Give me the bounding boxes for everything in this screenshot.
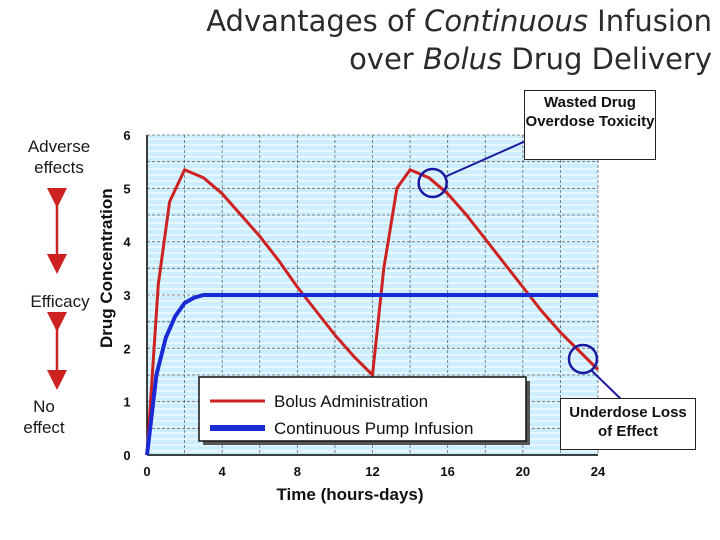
overdose-pointer xyxy=(444,139,529,178)
y-tick-label: 5 xyxy=(123,181,130,196)
x-tick-label: 8 xyxy=(294,464,301,479)
series-line-continuous xyxy=(145,293,598,456)
y-tick-label: 4 xyxy=(123,235,131,250)
chart-title: Advantages of Continuous Infusion over B… xyxy=(206,2,712,78)
y-tick-label: 3 xyxy=(123,288,130,303)
efficacy-label: Efficacy xyxy=(30,292,90,311)
underdose-pointer xyxy=(590,369,625,403)
y-axis-title: Drug Concentration xyxy=(97,188,116,348)
x-tick-label: 4 xyxy=(219,464,227,479)
overdose-annotation: Wasted Drug Overdose Toxicity xyxy=(524,90,656,160)
x-tick-label: 20 xyxy=(516,464,530,479)
series-lines xyxy=(145,168,600,456)
y-tick-label: 2 xyxy=(123,341,130,356)
y-tick-labels: 0 1 2 3 4 5 6 xyxy=(123,128,131,463)
title-line-2: over Bolus Drug Delivery xyxy=(349,42,712,76)
x-tick-label: 0 xyxy=(143,464,150,479)
x-tick-label: 12 xyxy=(365,464,379,479)
legend: Bolus Administration Continuous Pump Infu… xyxy=(198,376,530,445)
y-tick-label: 6 xyxy=(123,128,130,143)
legend-label-continuous: Continuous Pump Infusion xyxy=(274,419,473,438)
title-line-1: Advantages of Continuous Infusion xyxy=(206,4,712,38)
x-tick-labels: 0 4 8 12 16 20 24 xyxy=(143,464,606,479)
series-line-bolus xyxy=(145,168,600,456)
y-tick-label: 1 xyxy=(123,395,130,410)
underdose-circle xyxy=(567,343,599,375)
overdose-circle xyxy=(417,167,448,199)
x-tick-label: 24 xyxy=(591,464,606,479)
axes xyxy=(146,135,598,456)
x-tick-label: 16 xyxy=(440,464,454,479)
no-effect-label: No effect xyxy=(23,397,65,437)
legend-label-bolus: Bolus Administration xyxy=(274,392,428,411)
underdose-annotation: Underdose Loss of Effect xyxy=(560,398,696,450)
annotation-marks xyxy=(47,139,625,403)
adverse-effects-label: Adverse effects xyxy=(27,137,91,177)
x-axis-title: Time (hours-days) xyxy=(276,485,423,504)
y-tick-label: 0 xyxy=(123,448,130,463)
